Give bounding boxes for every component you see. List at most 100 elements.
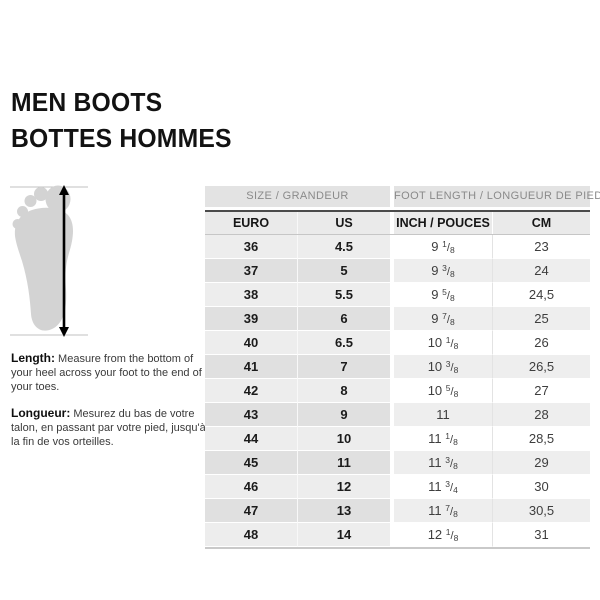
foot-measure-illustration: [8, 181, 100, 342]
euro-size-cell: 41: [205, 355, 297, 379]
table-row: 39 6 9 7/8 25: [205, 307, 590, 331]
longueur-label: Longueur:: [11, 406, 71, 420]
us-size-cell: 12: [297, 475, 390, 499]
euro-size-cell: 38: [205, 283, 297, 307]
group-header-size: SIZE / GRANDEUR: [205, 186, 390, 207]
us-size-cell: 4.5: [297, 235, 390, 259]
table-row: 40 6.5 10 1/8 26: [205, 331, 590, 355]
foot-silhouette: [12, 185, 73, 331]
column-header-inch: INCH / POUCES: [394, 212, 492, 234]
column-gap: [390, 427, 394, 451]
inch-length-cell: 10 1/8: [394, 331, 492, 355]
page-title-line-en: MEN BOOTS: [11, 87, 163, 117]
inch-length-cell: 11 7/8: [394, 499, 492, 523]
longueur-instruction: Longueur: Mesurez du bas de votre talon,…: [11, 406, 209, 449]
longueur-text: Mesurez du bas de votre talon, en passan…: [11, 408, 206, 448]
table-row: 47 13 11 7/8 30,5: [205, 499, 590, 523]
inch-length-cell: 9 7/8: [394, 307, 492, 331]
table-row: 46 12 11 3/4 30: [205, 475, 590, 499]
euro-size-cell: 43: [205, 403, 297, 427]
column-gap: [390, 235, 394, 259]
cm-length-cell: 28,5: [492, 427, 590, 451]
us-size-cell: 8: [297, 379, 390, 403]
us-size-cell: 13: [297, 499, 390, 523]
inch-length-cell: 10 3/8: [394, 355, 492, 379]
size-chart-table: SIZE / GRANDEUR FOOT LENGTH / LONGUEUR D…: [205, 186, 600, 549]
column-gap: [390, 212, 394, 234]
inch-length-cell: 11 3/8: [394, 451, 492, 475]
us-size-cell: 6.5: [297, 331, 390, 355]
column-gap: [390, 379, 394, 403]
inch-length-cell: 11: [394, 403, 492, 427]
table-row: 43 9 11 28: [205, 403, 590, 427]
cm-length-cell: 30: [492, 475, 590, 499]
euro-size-cell: 44: [205, 427, 297, 451]
table-row: 41 7 10 3/8 26,5: [205, 355, 590, 379]
inch-length-cell: 11 3/4: [394, 475, 492, 499]
cm-length-cell: 28: [492, 403, 590, 427]
column-gap: [390, 307, 394, 331]
us-size-cell: 14: [297, 523, 390, 547]
group-header-foot-length: FOOT LENGTH / LONGUEUR DE PIED: [394, 186, 600, 207]
column-header-cm: CM: [492, 212, 590, 234]
length-instruction: Length: Measure from the bottom of your …: [11, 351, 209, 394]
cm-length-cell: 26: [492, 331, 590, 355]
table-row: 44 10 11 1/8 28,5: [205, 427, 590, 451]
column-header-euro: EURO: [205, 212, 297, 234]
cm-length-cell: 27: [492, 379, 590, 403]
table-row: 42 8 10 5/8 27: [205, 379, 590, 403]
cm-length-cell: 30,5: [492, 499, 590, 523]
euro-size-cell: 46: [205, 475, 297, 499]
table-row: 36 4.5 9 1/8 23: [205, 235, 590, 259]
page-title-line-fr: BOTTES HOMMES: [11, 123, 232, 153]
column-gap: [390, 283, 394, 307]
page-title: MEN BOOTS BOTTES HOMMES: [11, 84, 232, 156]
length-label: Length:: [11, 351, 55, 365]
length-text: Measure from the bottom of your heel acr…: [11, 353, 202, 393]
cm-length-cell: 26,5: [492, 355, 590, 379]
inch-length-cell: 12 1/8: [394, 523, 492, 547]
us-size-cell: 7: [297, 355, 390, 379]
inch-length-cell: 9 1/8: [394, 235, 492, 259]
us-size-cell: 5: [297, 259, 390, 283]
inch-length-cell: 9 3/8: [394, 259, 492, 283]
table-row: 38 5.5 9 5/8 24,5: [205, 283, 590, 307]
inch-length-cell: 10 5/8: [394, 379, 492, 403]
table-body: 36 4.5 9 1/8 23 37 5 9 3/8 24 38 5.5 9 5/8 24,5 39 6 9…: [205, 235, 590, 547]
cm-length-cell: 29: [492, 451, 590, 475]
cm-length-cell: 24: [492, 259, 590, 283]
table-group-header-row: SIZE / GRANDEUR FOOT LENGTH / LONGUEUR D…: [205, 186, 600, 207]
inch-length-cell: 11 1/8: [394, 427, 492, 451]
cm-length-cell: 31: [492, 523, 590, 547]
table-bottom-rule: [205, 547, 590, 549]
table-row: 45 11 11 3/8 29: [205, 451, 590, 475]
euro-size-cell: 42: [205, 379, 297, 403]
euro-size-cell: 37: [205, 259, 297, 283]
us-size-cell: 9: [297, 403, 390, 427]
table-column-header-row: EURO US INCH / POUCES CM: [205, 210, 590, 235]
cm-length-cell: 24,5: [492, 283, 590, 307]
cm-length-cell: 25: [492, 307, 590, 331]
euro-size-cell: 45: [205, 451, 297, 475]
cm-length-cell: 23: [492, 235, 590, 259]
euro-size-cell: 47: [205, 499, 297, 523]
euro-size-cell: 39: [205, 307, 297, 331]
us-size-cell: 6: [297, 307, 390, 331]
us-size-cell: 5.5: [297, 283, 390, 307]
column-gap: [390, 331, 394, 355]
column-gap: [390, 523, 394, 547]
inch-length-cell: 9 5/8: [394, 283, 492, 307]
euro-size-cell: 48: [205, 523, 297, 547]
us-size-cell: 11: [297, 451, 390, 475]
euro-size-cell: 36: [205, 235, 297, 259]
measure-arrow-icon: [59, 185, 69, 337]
us-size-cell: 10: [297, 427, 390, 451]
euro-size-cell: 40: [205, 331, 297, 355]
column-gap: [390, 259, 394, 283]
foot-sole-icon: [10, 185, 88, 337]
column-header-us: US: [297, 212, 390, 234]
column-gap: [390, 499, 394, 523]
column-gap: [390, 451, 394, 475]
column-gap: [390, 475, 394, 499]
